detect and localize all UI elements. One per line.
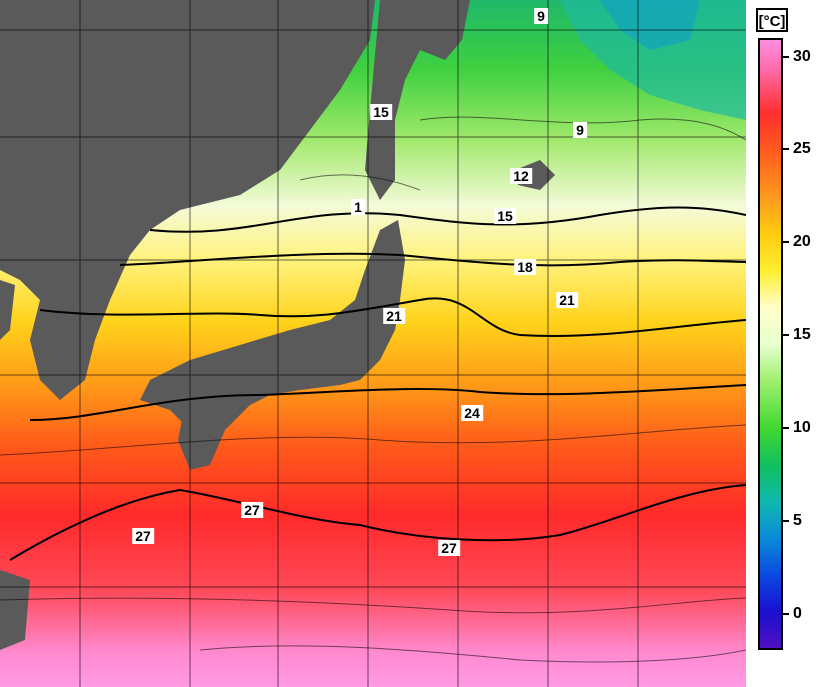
- contour-label: 1: [351, 199, 365, 215]
- contour-label: 15: [494, 208, 516, 224]
- colorbar-tick: [783, 427, 789, 429]
- contour-label: 24: [461, 405, 483, 421]
- colorbar-tick: [783, 613, 789, 615]
- contour-label: 27: [438, 540, 460, 556]
- colorbar-tick: [783, 56, 789, 58]
- colorbar-tick-label: 0: [793, 605, 802, 622]
- colorbar-tick: [783, 334, 789, 336]
- colorbar-tick-label: 15: [793, 326, 811, 343]
- colorbar-tick: [783, 148, 789, 150]
- colorbar-tick-label: 5: [793, 512, 802, 529]
- contour-label: 9: [573, 122, 587, 138]
- temperature-colorbar: [°C] 30 25 20 15 10 5 0: [746, 0, 830, 687]
- colorbar-tick-label: 10: [793, 419, 811, 436]
- colorbar-tick: [783, 241, 789, 243]
- colorbar-tick-label: 25: [793, 140, 811, 157]
- contour-label: 9: [534, 8, 548, 24]
- colorbar-tick-label: 20: [793, 233, 811, 250]
- colorbar-tick-label: 30: [793, 48, 811, 65]
- unit-label: [°C]: [756, 8, 788, 32]
- contour-label: 27: [132, 528, 154, 544]
- contour-label: 21: [383, 308, 405, 324]
- colorbar-tick: [783, 520, 789, 522]
- contour-label: 18: [514, 259, 536, 275]
- sea-surface-temperature-map: 9 9 15 12 1 15 18 21 21 24 27 27 27: [0, 0, 746, 687]
- contour-label: 12: [510, 168, 532, 184]
- contour-label: 27: [241, 502, 263, 518]
- colorbar-gradient: [758, 38, 783, 650]
- contour-label: 21: [556, 292, 578, 308]
- contour-label: 15: [370, 104, 392, 120]
